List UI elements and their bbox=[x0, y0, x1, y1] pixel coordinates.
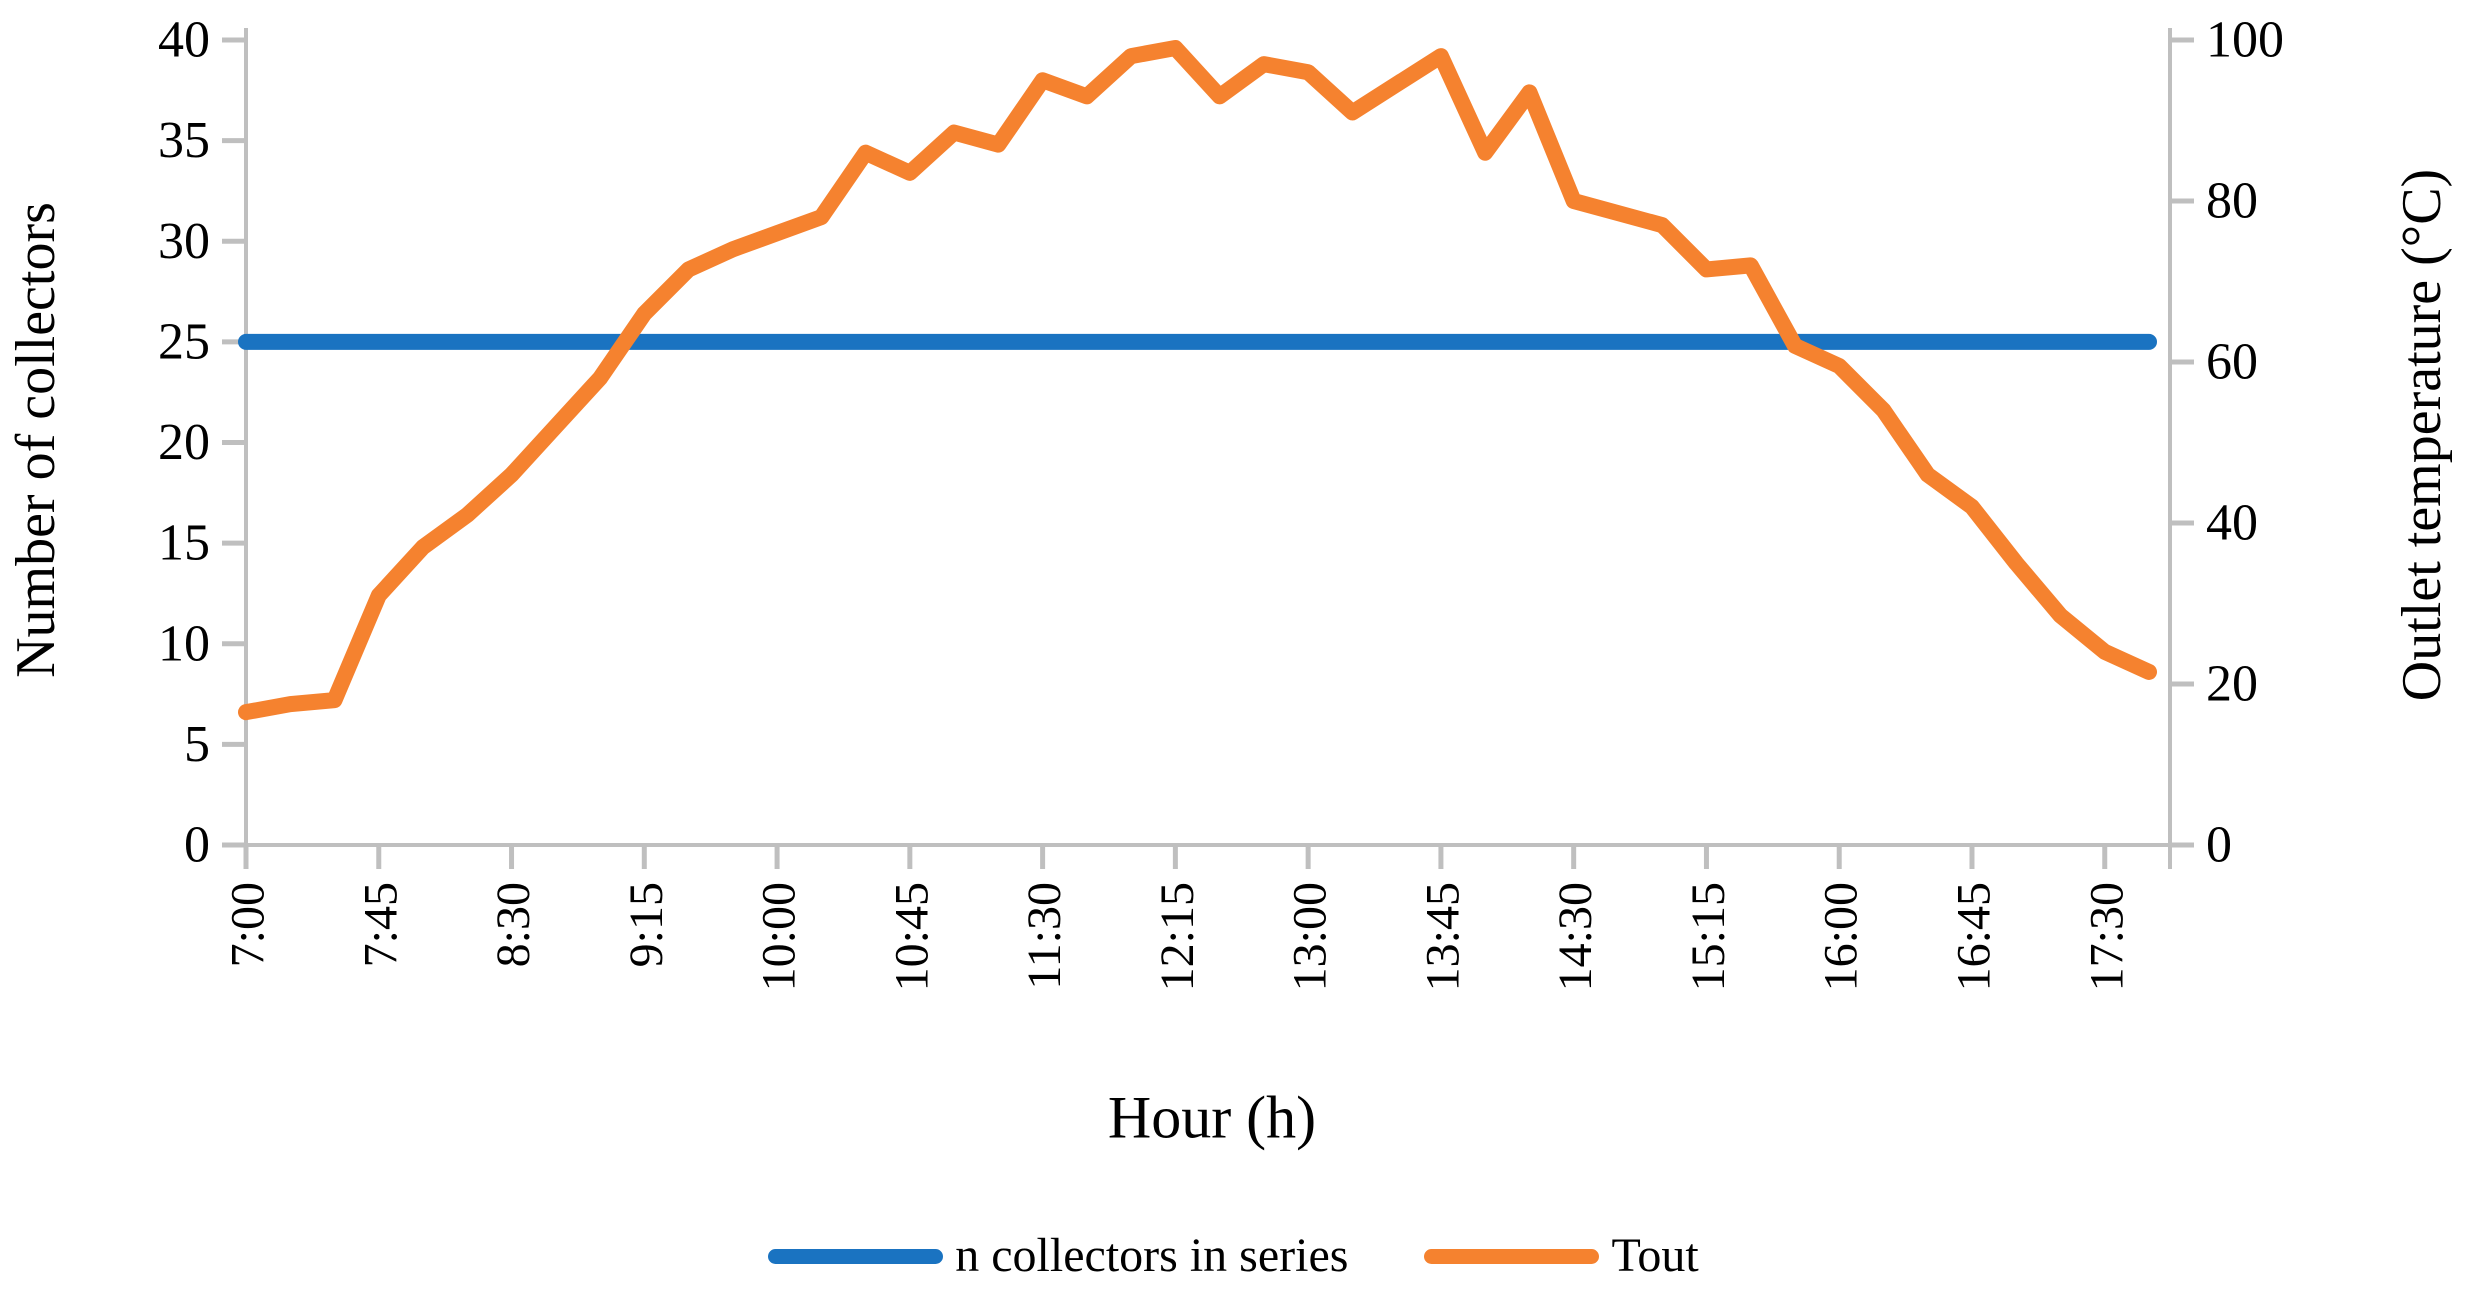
left-axis-tick-label: 30 bbox=[158, 213, 210, 270]
legend-item-collectors: n collectors in series bbox=[768, 1232, 1348, 1280]
left-axis-tick-label: 35 bbox=[158, 112, 210, 169]
right-axis-tick-label: 100 bbox=[2206, 12, 2284, 69]
x-axis-tick-label: 7:00 bbox=[222, 882, 275, 967]
x-axis-tick-label: 8:30 bbox=[487, 882, 540, 967]
x-axis-title: Hour (h) bbox=[1107, 1084, 1317, 1151]
x-axis-tick-label: 17:30 bbox=[2080, 882, 2133, 991]
left-axis-tick-label: 10 bbox=[158, 615, 210, 672]
left-axis-title: Number of collectors bbox=[5, 202, 67, 678]
x-axis-tick-label: 13:45 bbox=[1416, 882, 1469, 991]
series-line-tout bbox=[238, 40, 2158, 721]
left-axis-tick-label: 5 bbox=[184, 716, 210, 773]
x-axis-tick-label: 10:00 bbox=[753, 882, 806, 991]
right-axis-tick-label: 40 bbox=[2206, 495, 2258, 552]
left-axis-tick-label: 20 bbox=[158, 414, 210, 471]
legend-item-tout: Tout bbox=[1424, 1229, 1699, 1282]
legend-label-collectors: n collectors in series bbox=[955, 1229, 1349, 1282]
right-axis-title: Outlet temperature (°C) bbox=[2391, 168, 2453, 702]
left-axis-tick-label: 15 bbox=[158, 515, 210, 572]
x-axis-tick-label: 16:45 bbox=[1947, 882, 2000, 991]
right-axis-tick-label: 0 bbox=[2206, 817, 2232, 874]
legend-key-collectors-line bbox=[768, 1248, 944, 1264]
right-axis-tick-label: 20 bbox=[2206, 656, 2258, 713]
right-axis-tick-label: 80 bbox=[2206, 173, 2258, 230]
right-axis-tick-label: 60 bbox=[2206, 334, 2258, 391]
x-axis-tick-label: 15:15 bbox=[1682, 882, 1735, 991]
x-axis-tick-label: 14:30 bbox=[1549, 882, 1602, 991]
x-axis-tick-label: 16:00 bbox=[1815, 882, 1868, 991]
left-axis-tick-label: 40 bbox=[158, 12, 210, 69]
x-axis-tick-label: 11:30 bbox=[1018, 882, 1071, 990]
x-axis-tick-label: 7:45 bbox=[354, 882, 407, 967]
x-axis-tick-label: 10:45 bbox=[885, 882, 938, 991]
legend: n collectors in series Tout bbox=[0, 1232, 2467, 1280]
x-axis-tick-label: 12:15 bbox=[1151, 882, 1204, 991]
legend-key-tout-line bbox=[1424, 1248, 1600, 1264]
legend-label-tout: Tout bbox=[1611, 1229, 1699, 1282]
left-axis-tick-label: 0 bbox=[184, 817, 210, 874]
x-axis-tick-label: 13:00 bbox=[1284, 882, 1337, 991]
x-axis-tick-label: 9:15 bbox=[620, 882, 673, 967]
left-axis-tick-label: 25 bbox=[158, 313, 210, 370]
